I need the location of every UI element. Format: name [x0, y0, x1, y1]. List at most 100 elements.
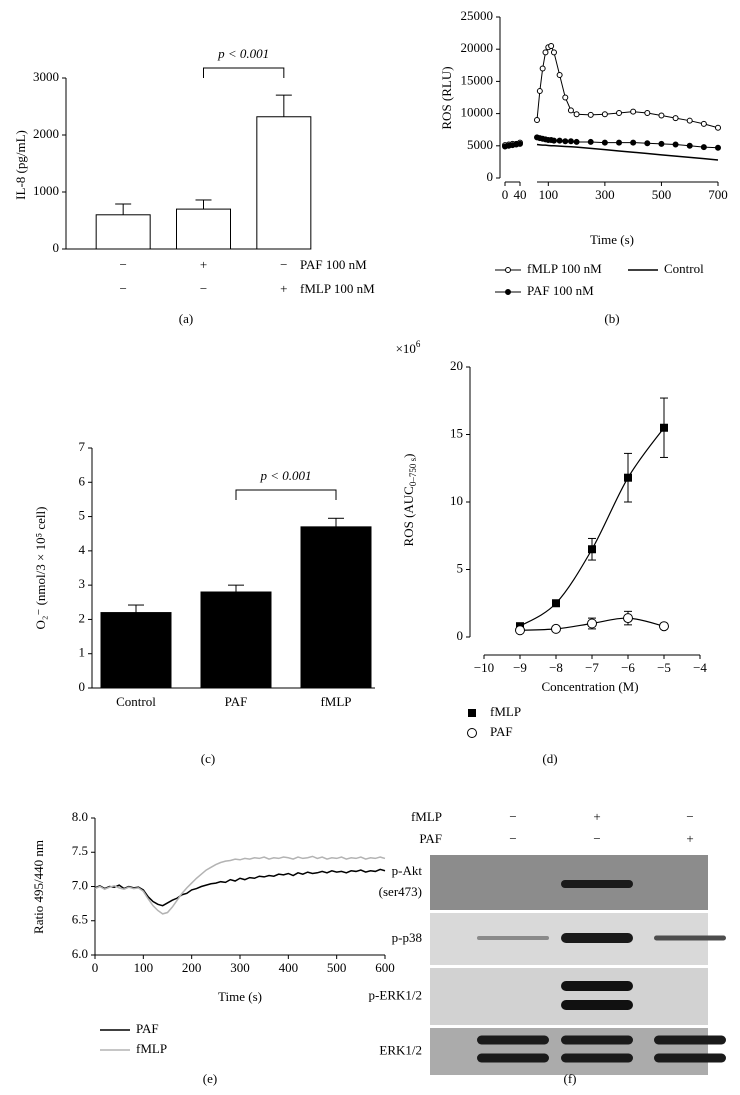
y-tick-label: 20000	[461, 40, 494, 55]
marker	[658, 112, 665, 119]
marker	[552, 599, 560, 608]
blot-band	[561, 1000, 633, 1010]
axis-multiplier-part: 6	[416, 339, 421, 349]
series-line	[505, 143, 719, 161]
blot-row-label: p-ERK1/2	[369, 987, 422, 1002]
condition-sign: −	[280, 257, 287, 272]
y-tick-label: 5	[457, 560, 464, 575]
blot-band	[477, 936, 549, 940]
blot-sign: −	[509, 831, 516, 846]
bar	[100, 612, 172, 689]
panel-label: (c)	[201, 751, 215, 766]
blot-sign: −	[509, 809, 516, 824]
condition-sign: +	[200, 257, 207, 272]
bracket	[203, 67, 285, 78]
marker	[588, 545, 596, 554]
y-tick-label: 7	[79, 439, 86, 454]
y-axis-label-part: )	[401, 454, 416, 458]
x-tick-label: −7	[585, 660, 599, 675]
marker	[623, 613, 633, 624]
marker	[515, 625, 525, 636]
marker	[686, 142, 693, 149]
series-line	[94, 855, 386, 915]
marker	[567, 138, 574, 145]
marker	[536, 88, 543, 95]
marker	[672, 141, 679, 148]
condition-sign: −	[200, 281, 207, 296]
legend-marker	[505, 267, 511, 273]
marker	[587, 138, 594, 145]
x-tick-label: 0	[92, 960, 99, 975]
x-tick-label: 0	[502, 187, 509, 202]
x-tick-label: −8	[549, 660, 563, 675]
y-tick-label: 2000	[33, 126, 59, 141]
legend-label: fMLP 100 nM	[527, 261, 602, 276]
bar	[300, 526, 372, 689]
condition-sign: −	[119, 281, 126, 296]
marker	[660, 423, 668, 432]
marker	[644, 140, 651, 147]
marker	[644, 109, 651, 116]
marker	[715, 144, 721, 151]
y-tick-label: 10	[450, 493, 463, 508]
marker	[534, 117, 540, 124]
marker	[562, 94, 569, 101]
x-tick-label: fMLP	[320, 694, 351, 709]
x-tick-label: 500	[652, 187, 672, 202]
marker	[573, 138, 580, 145]
x-tick-label: 100	[539, 187, 559, 202]
marker	[658, 140, 665, 147]
blot-band	[654, 1053, 726, 1063]
x-tick-label: 600	[375, 960, 395, 975]
y-axis-label: O₂⁻ (nmol/3 × 10⁵ cell)	[33, 507, 48, 630]
blot-sign: +	[686, 831, 693, 846]
x-tick-label: 300	[595, 187, 615, 202]
marker	[700, 144, 707, 151]
legend-label: PAF 100 nM	[527, 283, 594, 298]
blot-strip	[430, 1028, 708, 1075]
legend-label: fMLP	[136, 1041, 167, 1056]
blot-sign: +	[593, 809, 600, 824]
blot-header: fMLP	[411, 809, 442, 824]
blot-strip	[430, 968, 708, 1025]
y-tick-label: 5	[79, 508, 86, 523]
marker	[587, 111, 594, 118]
panel-label: (f)	[564, 1071, 577, 1086]
blot-band	[561, 933, 633, 943]
annotation: p < 0.001	[259, 468, 311, 483]
marker	[630, 139, 637, 146]
marker	[624, 473, 632, 482]
x-tick-label: Control	[116, 694, 156, 709]
marker	[630, 108, 637, 115]
y-tick-label: 4	[79, 542, 86, 557]
x-axis-label: Time (s)	[590, 232, 634, 247]
axis-multiplier: ×106	[396, 339, 421, 356]
x-tick-label: −9	[513, 660, 527, 675]
y-tick-label: 8.0	[72, 809, 88, 824]
y-tick-label: 6.0	[72, 946, 88, 961]
marker	[550, 49, 557, 56]
condition-sign: +	[280, 281, 287, 296]
y-tick-label: 15	[450, 425, 463, 440]
y-axis-label: ROS (AUC0–750 s)	[401, 454, 418, 547]
x-tick-label: 500	[327, 960, 347, 975]
x-tick-label: −6	[621, 660, 635, 675]
y-tick-label: 7.5	[72, 843, 88, 858]
x-tick-label: 400	[279, 960, 299, 975]
blot-band	[561, 981, 633, 991]
bar	[95, 214, 151, 250]
fit-curve	[519, 427, 665, 627]
y-axis-label: ROS (RLU)	[439, 66, 454, 129]
x-tick-label: 200	[182, 960, 202, 975]
panel-label: (a)	[179, 311, 193, 326]
condition-sign: −	[119, 257, 126, 272]
x-tick-label: 700	[708, 187, 728, 202]
y-axis-label-part: ROS (AUC	[401, 486, 416, 546]
panel-label: (e)	[203, 1071, 217, 1086]
marker	[550, 137, 557, 144]
marker	[601, 139, 608, 146]
marker	[715, 124, 721, 131]
legend-label: fMLP	[490, 704, 521, 719]
marker	[659, 621, 669, 632]
